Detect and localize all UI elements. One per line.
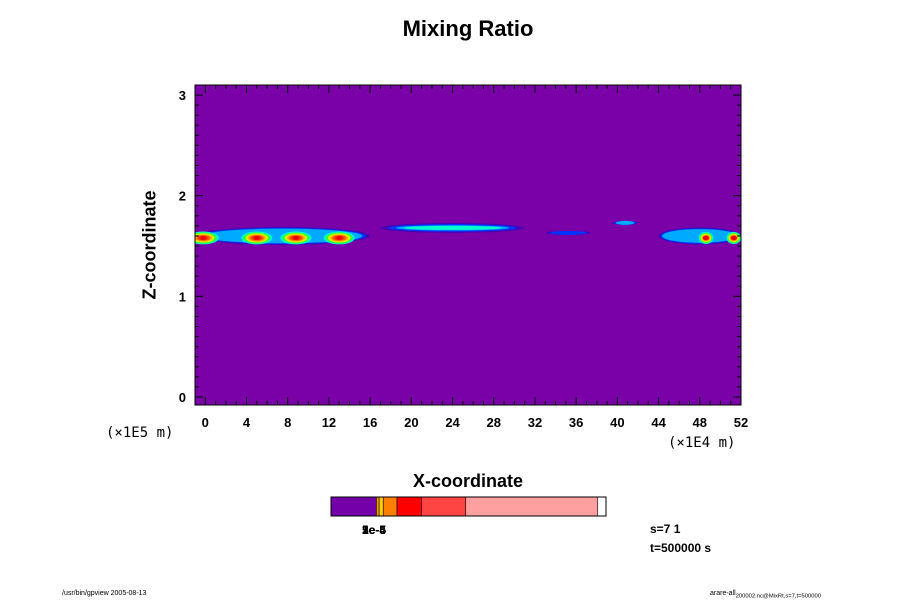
field-background	[195, 85, 741, 405]
contour-level-1	[550, 230, 587, 235]
colorbar-label: 5e-5	[362, 523, 387, 537]
colorbar-segment	[330, 496, 377, 517]
footer-file-name: arare-all	[710, 590, 736, 597]
x-tick-label: 0	[202, 415, 209, 430]
contour-feature	[658, 227, 741, 245]
contour-feature	[380, 222, 525, 233]
z-unit-label: (×1E5 m)	[106, 425, 174, 441]
x-tick-label: 4	[243, 415, 251, 430]
contour-level-2	[615, 220, 635, 225]
colorbar	[330, 496, 607, 517]
contour-feature	[545, 230, 592, 235]
x-tick-label: 16	[363, 415, 377, 430]
colorbar-label: 1e-4	[362, 523, 387, 537]
contour-level-9	[200, 235, 207, 240]
footer-file: arare-all200002.nc@MixRt,s=7,t=500000	[710, 590, 821, 599]
y-tick-label: 1	[179, 289, 186, 304]
y-axis-label: Z-coordinate	[139, 190, 160, 300]
footer-command: /usr/bin/gpview 2005-08-13	[62, 590, 147, 597]
y-tick-label: 3	[179, 88, 186, 103]
x-tick-label: 32	[528, 415, 542, 430]
colorbar-segment	[465, 496, 599, 517]
colorbar-segment	[421, 496, 467, 517]
x-tick-label: 8	[284, 415, 291, 430]
x-tick-label: 12	[322, 415, 336, 430]
x-tick-label: 28	[487, 415, 501, 430]
contour-feature	[612, 220, 638, 225]
colorbar-segment	[378, 496, 384, 517]
y-tick-label: 2	[179, 189, 186, 204]
colorbar-segment	[382, 496, 398, 517]
x-unit-label: (×1E4 m)	[668, 435, 736, 451]
y-tick-label: 0	[179, 390, 186, 405]
contour-feature	[195, 226, 371, 245]
x-tick-label: 44	[651, 415, 666, 430]
x-tick-label: 24	[445, 415, 460, 430]
contour-level-3	[403, 225, 502, 230]
colorbar-label: 1e-5	[362, 523, 387, 537]
x-tick-label: 20	[404, 415, 418, 430]
chart-title: Mixing Ratio	[402, 16, 534, 41]
colorbar-frame	[330, 496, 607, 517]
contour-level-9	[292, 235, 299, 240]
colorbar-segment	[396, 496, 423, 517]
colorbar-label: 2e-5	[362, 523, 387, 537]
info-s-line: s=7 1	[650, 522, 681, 536]
contour-level-9	[730, 235, 737, 240]
x-axis-label: X-coordinate	[412, 471, 524, 491]
colorbar-segment	[376, 496, 380, 517]
contour-level-9	[253, 235, 260, 240]
x-tick-label: 48	[693, 415, 707, 430]
x-tick-label: 36	[569, 415, 583, 430]
x-tick-label: 40	[610, 415, 624, 430]
x-tick-label: 52	[734, 415, 748, 430]
plot-frame	[194, 84, 742, 406]
contour-level-9	[336, 235, 343, 240]
info-t-line: t=500000 s	[650, 541, 712, 555]
contour-features	[195, 220, 741, 245]
contour-level-9	[702, 235, 709, 240]
footer-file-sub: 200002.nc@MixRt,s=7,t=500000	[735, 593, 821, 600]
